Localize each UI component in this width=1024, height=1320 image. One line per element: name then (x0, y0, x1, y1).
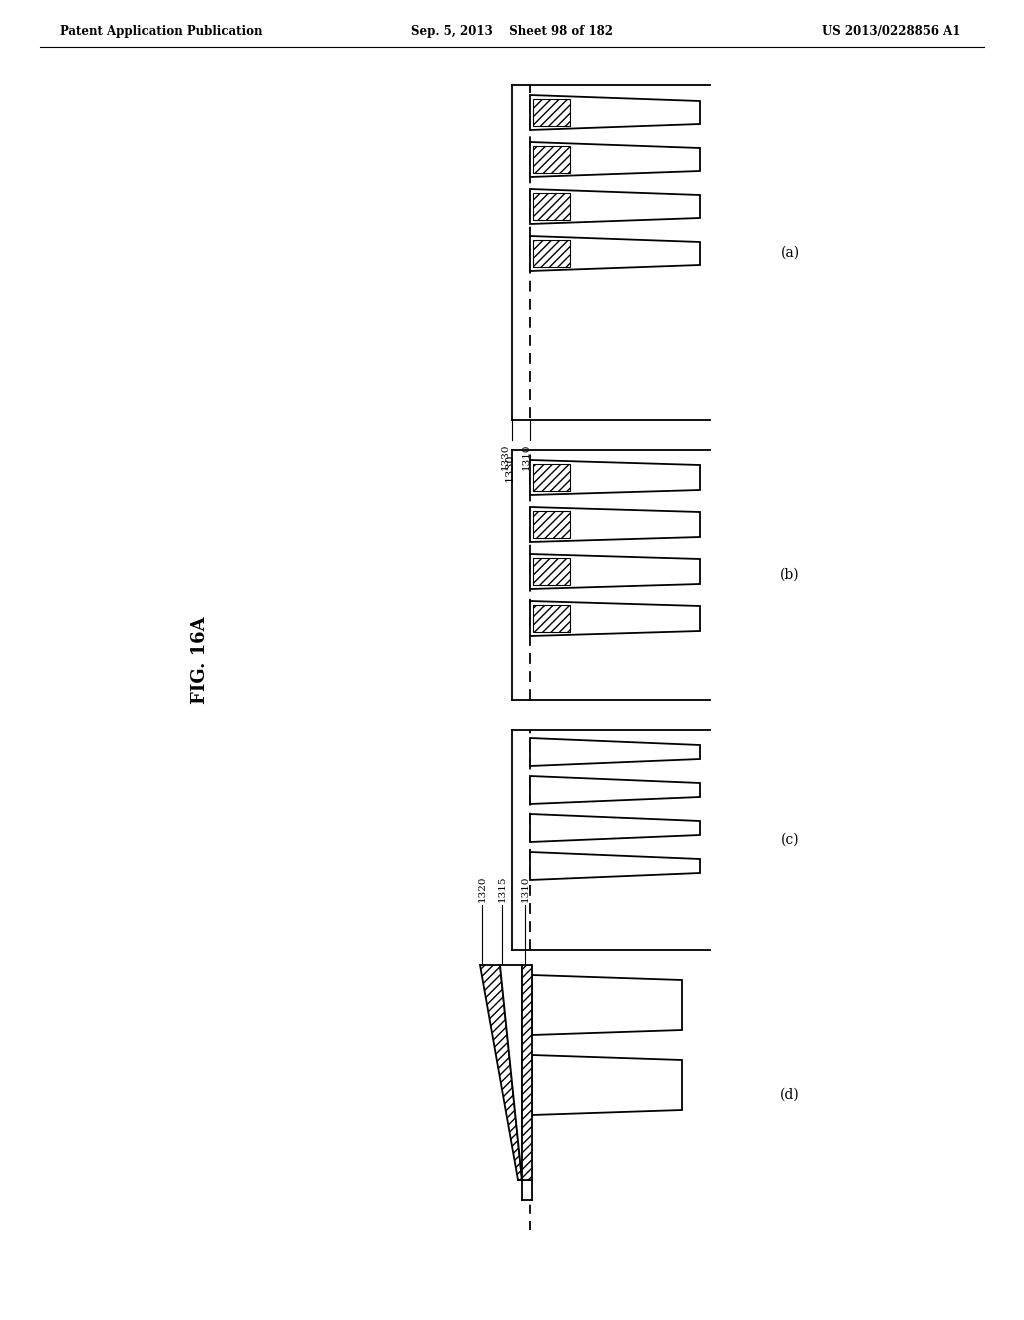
Bar (534, 240, 570, 267)
Text: 1310: 1310 (522, 444, 531, 470)
Polygon shape (522, 965, 532, 1180)
Polygon shape (530, 236, 700, 271)
Bar (534, 511, 570, 539)
Polygon shape (530, 459, 700, 495)
Bar (534, 193, 570, 220)
Text: 1310: 1310 (520, 875, 529, 902)
Polygon shape (500, 965, 522, 1180)
Text: Sep. 5, 2013    Sheet 98 of 182: Sep. 5, 2013 Sheet 98 of 182 (411, 25, 613, 38)
Polygon shape (530, 814, 700, 842)
Text: 1330: 1330 (501, 444, 510, 470)
Polygon shape (530, 143, 700, 177)
Polygon shape (530, 95, 700, 129)
Polygon shape (530, 189, 700, 224)
Bar (534, 147, 570, 173)
Polygon shape (530, 601, 700, 636)
Text: Patent Application Publication: Patent Application Publication (60, 25, 262, 38)
Text: (b): (b) (780, 568, 800, 582)
Bar (534, 558, 570, 585)
Bar (534, 465, 570, 491)
Text: (d): (d) (780, 1088, 800, 1102)
Polygon shape (480, 965, 522, 1180)
Polygon shape (530, 507, 700, 543)
Polygon shape (530, 851, 700, 880)
Text: 1315: 1315 (498, 875, 507, 902)
Polygon shape (532, 1055, 682, 1115)
Text: (c): (c) (780, 833, 800, 847)
Polygon shape (532, 975, 682, 1035)
Text: 1320: 1320 (477, 875, 486, 902)
Bar (534, 99, 570, 125)
Polygon shape (530, 738, 700, 766)
Text: (a): (a) (780, 246, 800, 260)
Polygon shape (530, 776, 700, 804)
Polygon shape (530, 554, 700, 589)
Text: US 2013/0228856 A1: US 2013/0228856 A1 (821, 25, 961, 38)
Bar (534, 605, 570, 632)
Text: 1330: 1330 (505, 453, 515, 482)
Text: FIG. 16A: FIG. 16A (191, 616, 209, 704)
